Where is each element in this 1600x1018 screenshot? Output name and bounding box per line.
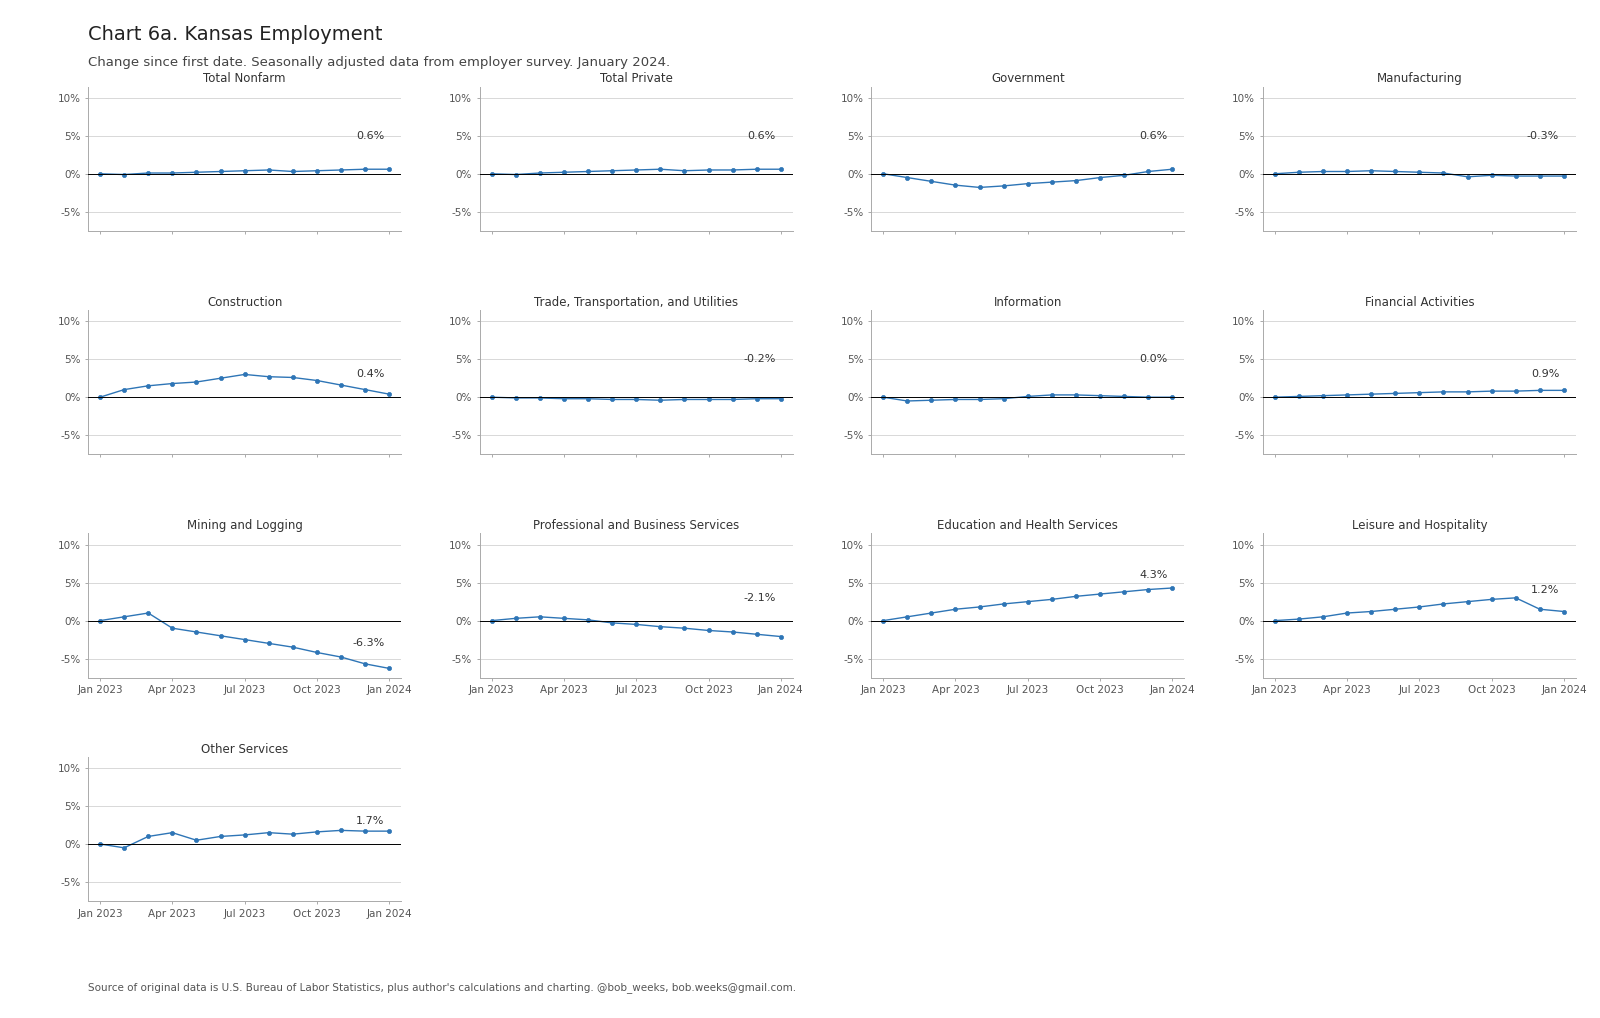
- Text: Source of original data is U.S. Bureau of Labor Statistics, plus author's calcul: Source of original data is U.S. Bureau o…: [88, 981, 797, 993]
- Title: Information: Information: [994, 296, 1062, 308]
- Text: 0.6%: 0.6%: [357, 131, 384, 140]
- Text: 0.4%: 0.4%: [357, 370, 384, 380]
- Text: 1.2%: 1.2%: [1531, 585, 1558, 596]
- Title: Other Services: Other Services: [202, 742, 288, 755]
- Text: 4.3%: 4.3%: [1139, 570, 1168, 580]
- Title: Trade, Transportation, and Utilities: Trade, Transportation, and Utilities: [534, 296, 738, 308]
- Title: Total Nonfarm: Total Nonfarm: [203, 72, 286, 86]
- Title: Construction: Construction: [206, 296, 282, 308]
- Title: Government: Government: [990, 72, 1064, 86]
- Title: Leisure and Hospitality: Leisure and Hospitality: [1352, 519, 1486, 532]
- Text: 1.7%: 1.7%: [357, 816, 384, 827]
- Text: -2.1%: -2.1%: [744, 592, 776, 603]
- Title: Education and Health Services: Education and Health Services: [938, 519, 1118, 532]
- Text: 0.9%: 0.9%: [1531, 370, 1558, 380]
- Text: 0.6%: 0.6%: [1139, 131, 1168, 140]
- Title: Total Private: Total Private: [600, 72, 672, 86]
- Text: 0.6%: 0.6%: [747, 131, 776, 140]
- Title: Financial Activities: Financial Activities: [1365, 296, 1474, 308]
- Title: Manufacturing: Manufacturing: [1376, 72, 1462, 86]
- Text: Chart 6a. Kansas Employment: Chart 6a. Kansas Employment: [88, 25, 382, 45]
- Text: -6.3%: -6.3%: [352, 638, 384, 648]
- Title: Professional and Business Services: Professional and Business Services: [533, 519, 739, 532]
- Text: Change since first date. Seasonally adjusted data from employer survey. January : Change since first date. Seasonally adju…: [88, 56, 670, 69]
- Title: Mining and Logging: Mining and Logging: [187, 519, 302, 532]
- Text: -0.2%: -0.2%: [744, 354, 776, 364]
- Text: -0.3%: -0.3%: [1526, 131, 1558, 140]
- Text: 0.0%: 0.0%: [1139, 354, 1168, 364]
